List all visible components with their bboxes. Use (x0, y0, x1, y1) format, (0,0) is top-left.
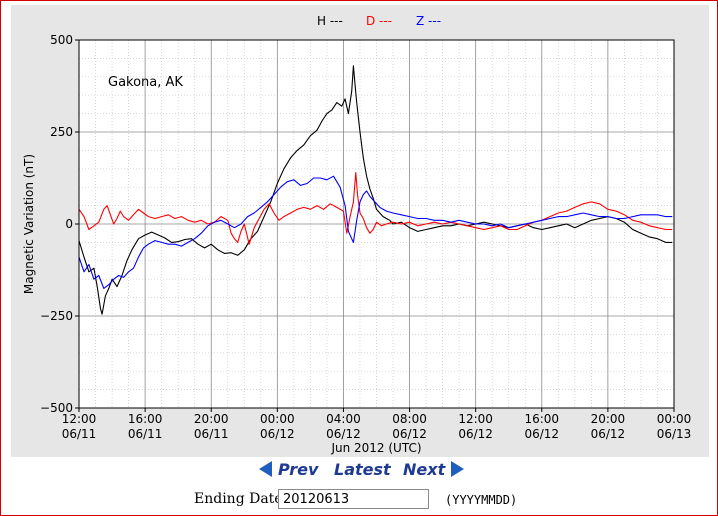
y-tick-label: −250 (40, 309, 73, 323)
x-tick-label-date: 06/13 (657, 427, 692, 441)
navigation-bar: Prev Latest Next (1, 459, 718, 483)
chart-panel: 500 250 0 −250 −500 12:00 06/11 16:00 06/11 20:00… (11, 5, 709, 457)
magnetometer-chart: 5002500−250−50012:0006/1116:0006/1120:00… (22, 14, 692, 455)
plot-frame (78, 39, 675, 409)
y-tick-label: 250 (50, 125, 73, 139)
x-tick-label-date: 06/12 (591, 427, 626, 441)
x-tick-label-date: 06/12 (326, 427, 361, 441)
x-tick-label-time: 08:00 (392, 412, 427, 426)
x-tick-label-date: 06/12 (392, 427, 427, 441)
x-tick-label-time: 16:00 (524, 412, 559, 426)
x-tick-label-date: 06/12 (260, 427, 295, 441)
x-tick-label-date: 06/12 (458, 427, 493, 441)
x-tick-label-date: 06/11 (194, 427, 229, 441)
x-tick-label-time: 16:00 (128, 412, 163, 426)
y-tick-label: 0 (65, 217, 73, 231)
next-label: Next (403, 460, 446, 479)
x-tick-label-time: 00:00 (260, 412, 295, 426)
station-annotation: Gakona, AK (108, 75, 183, 90)
x-tick-label-time: 12:00 (458, 412, 493, 426)
y-tick-label: −500 (40, 401, 73, 415)
x-tick-label-time: 20:00 (591, 412, 626, 426)
x-axis-label: Jun 2012 (UTC) (330, 441, 421, 455)
legend-entry: Z --- (416, 14, 441, 28)
legend-entry: H --- (317, 14, 343, 28)
x-tick-label-date: 06/11 (128, 427, 163, 441)
prev-button[interactable]: Prev (259, 459, 318, 483)
prev-label: Prev (278, 460, 319, 479)
date-format-hint: (YYYYMMDD) (445, 493, 518, 507)
ending-date-input[interactable] (278, 489, 429, 509)
x-tick-label-date: 06/12 (524, 427, 559, 441)
x-tick-label-time: 00:00 (657, 412, 692, 426)
y-axis-label: Magnetic Variation (nT) (22, 154, 36, 294)
x-tick-label-time: 04:00 (326, 412, 361, 426)
arrow-left-icon (259, 461, 272, 477)
series-line-Z (78, 175, 673, 289)
x-tick-label-date: 06/11 (62, 427, 97, 441)
latest-button[interactable]: Latest (334, 459, 391, 483)
arrow-right-icon (451, 461, 465, 477)
series-line-H (78, 65, 673, 315)
y-tick-label: 500 (50, 33, 73, 47)
latest-label: Latest (334, 460, 391, 479)
legend-entry: D --- (366, 14, 392, 28)
x-tick-label-time: 12:00 (62, 412, 97, 426)
x-tick-label-time: 20:00 (194, 412, 229, 426)
date-form: Ending Date: (YYYYMMDD) (1, 489, 718, 513)
next-button[interactable]: Next (403, 459, 465, 483)
ending-date-label: Ending Date: (194, 491, 288, 507)
